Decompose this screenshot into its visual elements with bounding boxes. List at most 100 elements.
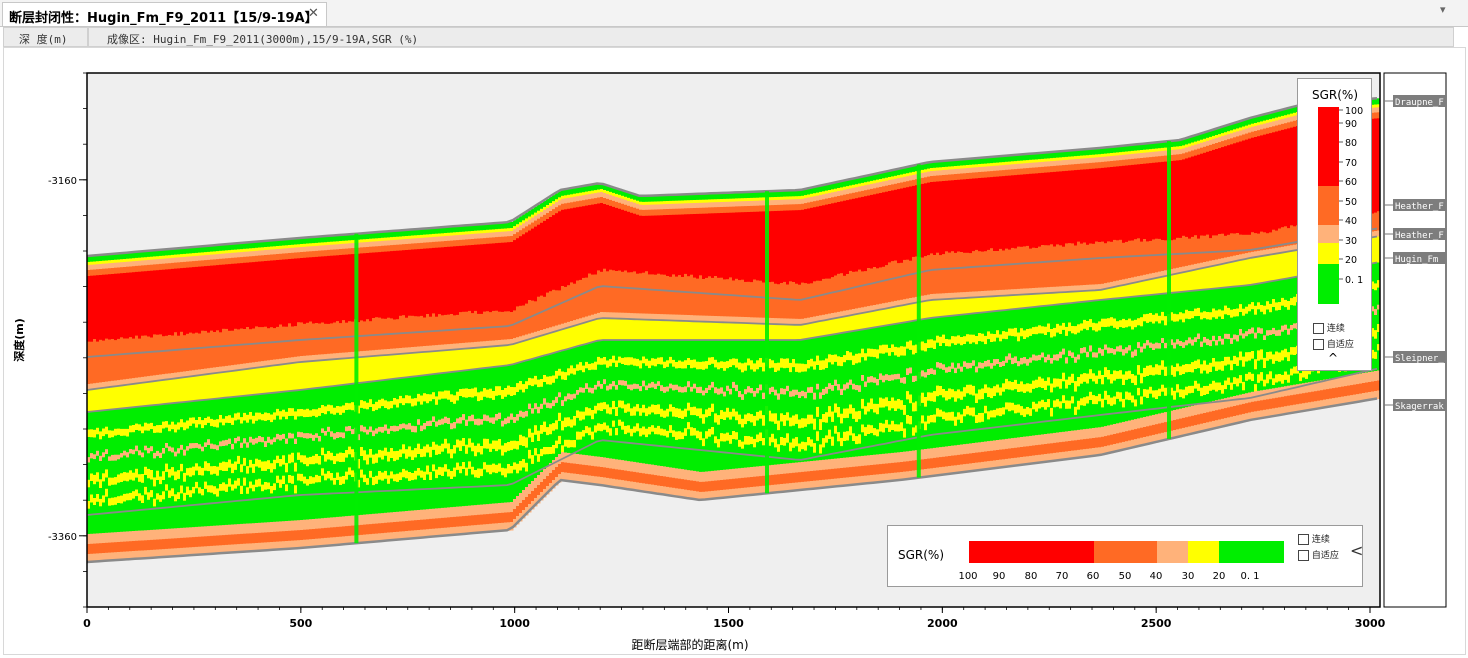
sgr-cell <box>483 233 487 239</box>
sgr-cell <box>384 424 388 432</box>
sgr-cell <box>543 469 547 480</box>
sgr-cell <box>243 438 247 444</box>
sgr-cell <box>423 234 427 239</box>
sgr-cell <box>522 228 526 235</box>
chevron-down-icon[interactable]: ▾ <box>1440 3 1446 16</box>
sgr-cell <box>573 201 577 209</box>
close-icon[interactable]: ✕ <box>308 6 319 21</box>
sgr-cell <box>462 506 466 517</box>
sgr-cell <box>564 328 568 351</box>
sgr-cell <box>399 378 403 397</box>
sgr-cell <box>642 204 646 211</box>
sgr-cell <box>228 524 232 536</box>
sgr-cell <box>462 311 466 344</box>
sgr-cell <box>384 231 388 239</box>
sgr-cell <box>657 340 661 359</box>
sgr-cell <box>417 510 421 521</box>
sgr-cell <box>477 238 481 245</box>
sgr-cell <box>732 387 736 410</box>
sgr-cell <box>312 539 316 548</box>
tab-fault-seal[interactable]: 断层封闭性：Hugin_Fm_F9_2011【15/9-19A】 ✕ <box>2 2 327 26</box>
sgr-cell <box>744 370 748 390</box>
sgr-cell <box>444 236 448 242</box>
sgr-cell <box>735 198 739 202</box>
sgr-cell <box>162 539 166 550</box>
sgr-cell <box>87 544 91 555</box>
sgr-cell <box>576 364 580 372</box>
sgr-cell <box>156 256 160 260</box>
sgr-cell <box>384 355 388 381</box>
sgr-cell <box>222 440 226 447</box>
sgr-cell <box>207 399 211 418</box>
sgr-cell <box>261 542 265 552</box>
sgr-cell <box>423 237 427 244</box>
sgr-cell <box>756 360 760 370</box>
sgr-cell <box>120 482 124 497</box>
sgr-cell <box>168 373 172 380</box>
sgr-cell <box>498 231 502 238</box>
sgr-cell <box>129 432 133 450</box>
sgr-cell <box>789 463 793 474</box>
sgr-cell <box>738 340 742 363</box>
sgr-cell <box>459 440 463 452</box>
sgr-cell <box>267 542 271 551</box>
sgr-cell <box>234 243 238 251</box>
sgr-cell <box>660 364 664 386</box>
sgr-cell <box>534 337 538 359</box>
sgr-cell <box>168 255 172 259</box>
sgr-cell <box>144 450 148 468</box>
sgr-cell <box>732 212 736 282</box>
sgr-cell <box>477 418 481 426</box>
sgr-cell <box>390 458 394 472</box>
sgr-cell <box>678 314 682 322</box>
sgr-cell <box>279 245 283 250</box>
sgr-cell <box>240 363 244 371</box>
sgr-cell <box>534 448 538 456</box>
sgr-cell <box>207 471 211 486</box>
sgr-cell <box>585 361 589 369</box>
sgr-cell <box>408 238 412 245</box>
sgr-cell <box>366 496 370 515</box>
sgr-cell <box>198 369 202 376</box>
sgr-cell <box>180 547 184 557</box>
sgr-cell <box>510 228 514 232</box>
sgr-cell <box>210 265 214 332</box>
sgr-cell <box>585 205 589 278</box>
sgr-cell <box>135 477 139 490</box>
sgr-cell <box>687 340 691 359</box>
sgr-cell <box>612 381 616 387</box>
sgr-cell <box>138 251 142 259</box>
sgr-cell <box>618 362 622 381</box>
sgr-cell <box>138 455 142 475</box>
sgr-cell <box>471 505 475 516</box>
sgr-cell <box>126 481 130 494</box>
sgr-cell <box>612 270 616 313</box>
sgr-cell <box>231 371 235 398</box>
sgr-cell <box>99 455 103 462</box>
sgr-cell <box>678 449 682 470</box>
sgr-cell <box>348 254 352 322</box>
sgr-cell <box>249 395 253 413</box>
sgr-cell <box>732 206 736 214</box>
sgr-cell <box>594 319 598 343</box>
sgr-cell <box>393 404 397 427</box>
sgr-cell <box>201 330 205 370</box>
sgr-cell <box>609 194 613 201</box>
sgr-cell <box>558 324 562 332</box>
sgr-cell <box>129 500 133 513</box>
sgr-cell <box>561 379 565 401</box>
sgr-cell <box>642 195 646 203</box>
sgr-cell <box>591 184 595 192</box>
sgr-cell <box>426 242 430 249</box>
sgr-cell <box>756 476 760 487</box>
sgr-cell <box>441 373 445 392</box>
sgr-cell <box>468 505 472 517</box>
sgr-cell <box>207 526 211 537</box>
sgr-cell <box>285 541 289 550</box>
sgr-cell <box>702 414 706 425</box>
sgr-cell <box>246 414 250 424</box>
sgr-cell <box>708 207 712 214</box>
sgr-cell <box>246 487 250 495</box>
sgr-cell <box>624 470 628 482</box>
sgr-cell <box>360 534 364 544</box>
